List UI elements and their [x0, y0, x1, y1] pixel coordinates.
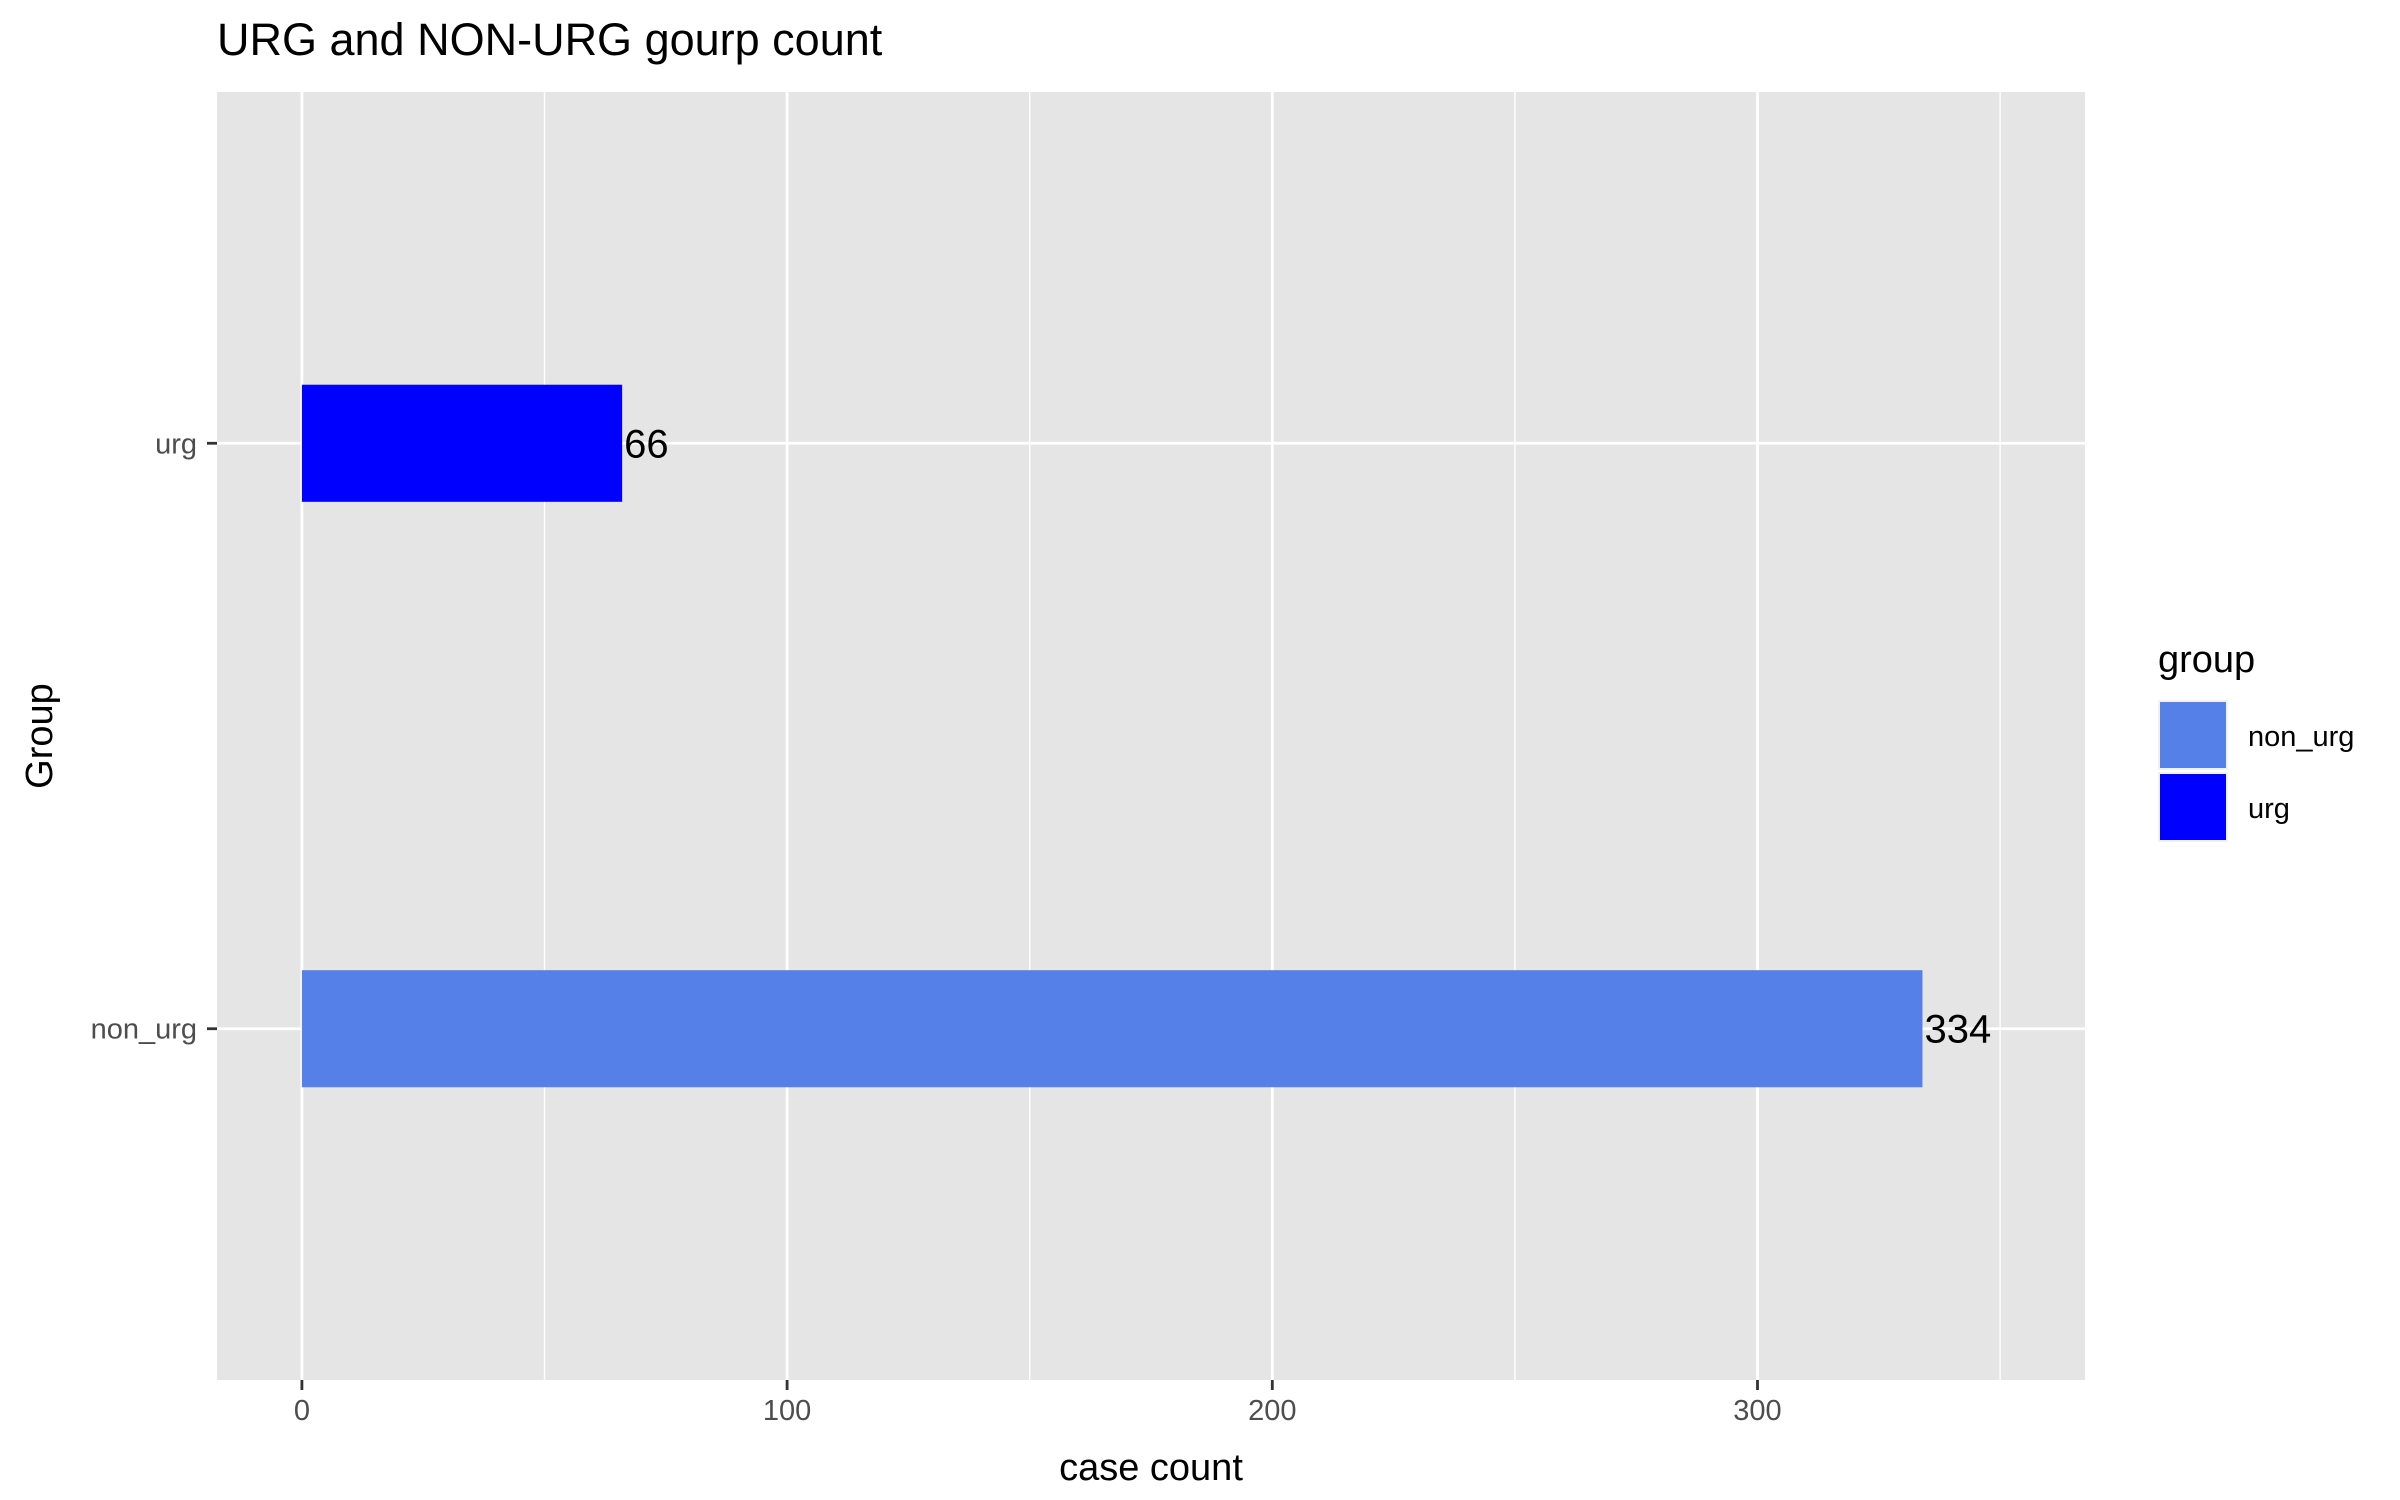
- legend-title: group: [2158, 639, 2255, 681]
- x-tick-label: 0: [294, 1395, 310, 1427]
- x-axis-title: case count: [1059, 1447, 1243, 1489]
- y-tick-label-urg: urg: [155, 428, 197, 460]
- bars: [301, 384, 1923, 1088]
- bar-urg: [301, 384, 623, 502]
- legend-label-non_urg: non_urg: [2248, 721, 2354, 753]
- plot-panel: [217, 92, 2085, 1380]
- y-tick-label-non_urg: non_urg: [91, 1014, 197, 1046]
- y-axis: non_urg urg: [91, 428, 217, 1046]
- legend-swatch-non_urg: [2160, 702, 2226, 768]
- minor-gridlines: [543, 92, 2001, 1380]
- x-tick-label: 200: [1248, 1395, 1296, 1427]
- data-label-urg: 66: [624, 422, 669, 466]
- data-label-non_urg: 334: [1924, 1008, 1991, 1052]
- bar-non_urg: [301, 970, 1923, 1088]
- chart-title: URG and NON-URG gourp count: [217, 14, 883, 65]
- y-axis-title: Group: [19, 683, 61, 789]
- x-tick-label: 100: [763, 1395, 811, 1427]
- legend-swatch-urg: [2160, 774, 2226, 840]
- x-axis: 0 100 200 300: [294, 1380, 1782, 1427]
- legend-label-urg: urg: [2248, 793, 2290, 825]
- bar-data-labels: 334 66: [624, 422, 1991, 1051]
- x-tick-label: 300: [1733, 1395, 1781, 1427]
